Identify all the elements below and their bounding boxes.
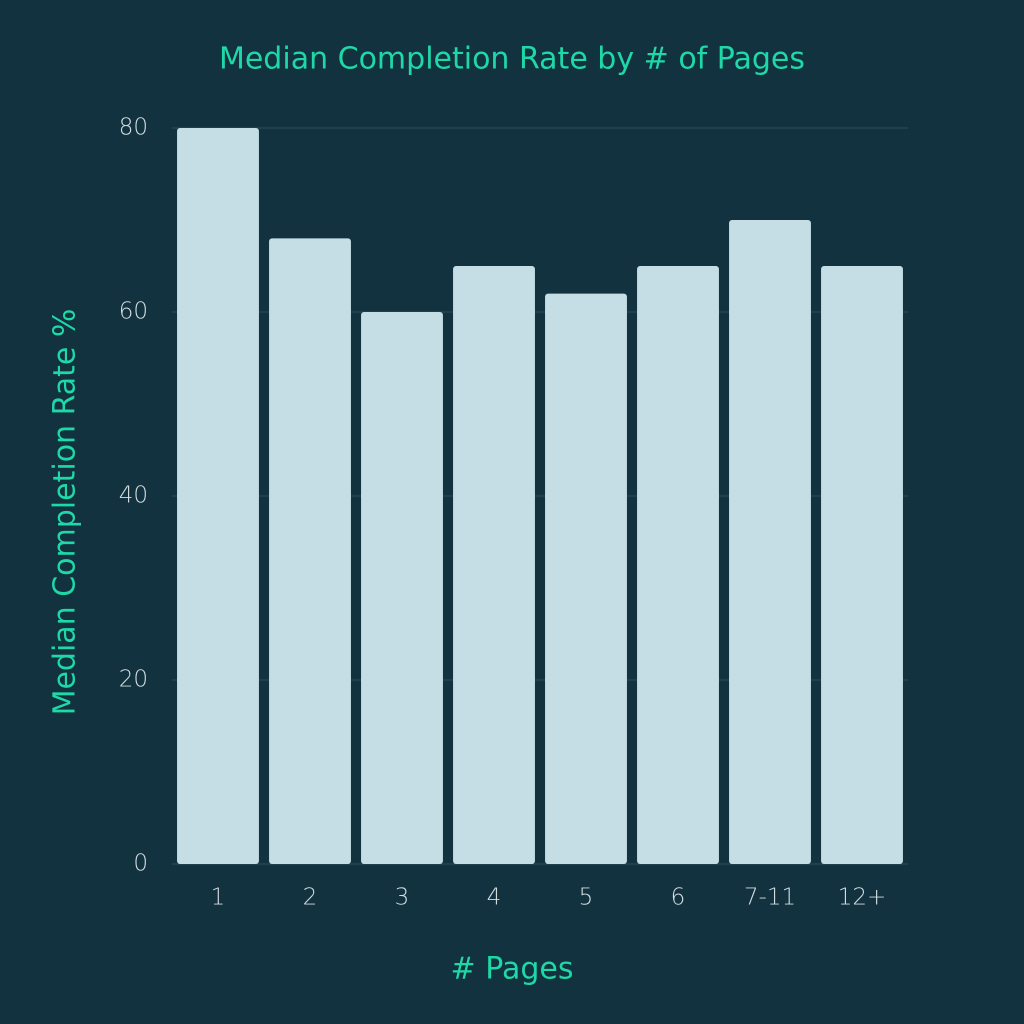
bar (729, 220, 811, 864)
bar (453, 266, 535, 864)
x-tick-label: 2 (303, 885, 318, 911)
y-axis-label: Median Completion Rate % (48, 309, 83, 716)
y-tick-label: 0 (133, 851, 148, 877)
x-tick-label: 1 (211, 885, 226, 911)
y-tick-label: 60 (119, 299, 148, 325)
bar (545, 293, 627, 865)
bar (821, 266, 903, 864)
x-tick-label: 3 (395, 885, 410, 911)
chart-title: Median Completion Rate by # of Pages (219, 42, 805, 77)
bar (177, 128, 259, 864)
x-axis-label: # Pages (451, 952, 574, 987)
y-tick-label: 40 (119, 483, 148, 509)
x-tick-label: 6 (671, 885, 686, 911)
bar (361, 312, 443, 864)
y-tick-label: 20 (119, 667, 148, 693)
x-tick-label: 5 (579, 885, 594, 911)
x-tick-label: 7-11 (744, 885, 796, 911)
x-tick-label: 4 (487, 885, 502, 911)
y-tick-label: 80 (119, 115, 148, 141)
bar (637, 266, 719, 864)
bar (269, 238, 351, 864)
x-tick-label: 12+ (838, 885, 887, 911)
